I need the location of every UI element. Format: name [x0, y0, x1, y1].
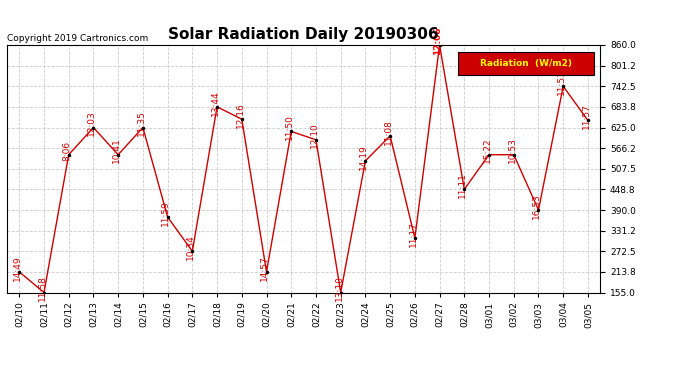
Text: 11:59: 11:59	[161, 200, 170, 226]
Text: 14:49: 14:49	[13, 255, 22, 280]
Text: 12:16: 12:16	[235, 102, 244, 128]
Text: 14:19: 14:19	[359, 144, 368, 170]
Text: 11:11: 11:11	[458, 172, 467, 198]
Text: 12:03: 12:03	[87, 111, 96, 136]
Text: 14:57: 14:57	[260, 255, 269, 280]
Text: 16:53: 16:53	[532, 193, 541, 219]
Text: 15:22: 15:22	[483, 138, 492, 164]
Text: 11:58: 11:58	[38, 275, 47, 301]
Text: Copyright 2019 Cartronics.com: Copyright 2019 Cartronics.com	[7, 34, 148, 43]
Text: 10:34: 10:34	[186, 234, 195, 260]
Text: 10:41: 10:41	[112, 138, 121, 164]
Text: 11:50: 11:50	[285, 114, 294, 140]
Title: Solar Radiation Daily 20190306: Solar Radiation Daily 20190306	[168, 27, 439, 42]
Bar	[458, 53, 594, 75]
Text: 12:10: 12:10	[310, 123, 319, 148]
Text: 11:35: 11:35	[137, 110, 146, 136]
Text: Radiation  (W/m2): Radiation (W/m2)	[480, 59, 572, 68]
Text: 11:08: 11:08	[384, 119, 393, 145]
Text: 12:06: 12:06	[433, 27, 442, 55]
Text: 11:17: 11:17	[408, 221, 417, 247]
Text: 10:53: 10:53	[508, 138, 517, 164]
Text: 13:44: 13:44	[211, 90, 220, 116]
Text: 11:51: 11:51	[557, 69, 566, 95]
Text: 11:57: 11:57	[582, 104, 591, 129]
Text: 8:06: 8:06	[63, 141, 72, 160]
Text: 13:10: 13:10	[335, 275, 344, 301]
